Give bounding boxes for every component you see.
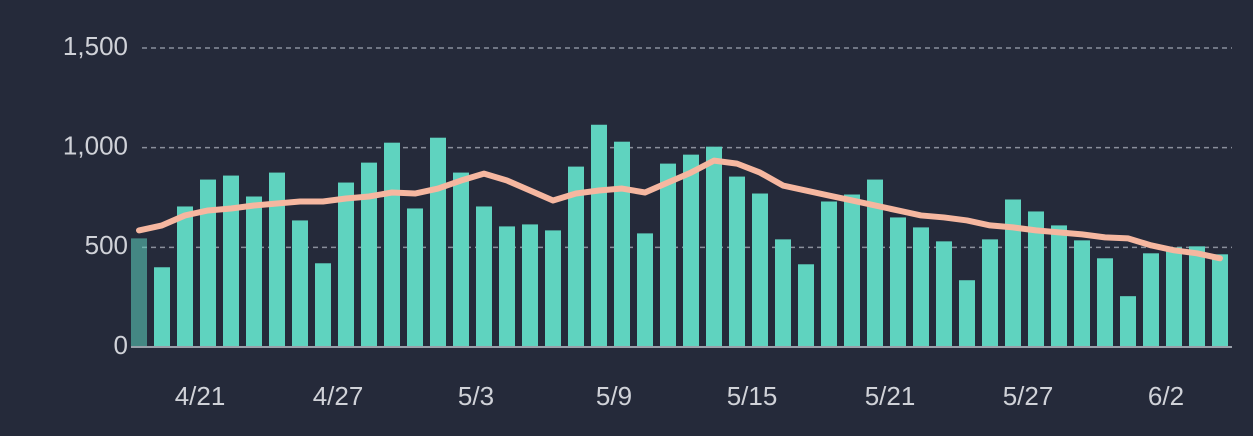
bar (591, 124, 607, 347)
bar (1143, 253, 1159, 347)
y-tick-label: 1,500 (63, 31, 128, 61)
y-tick-label: 500 (85, 230, 128, 260)
y-tick-label: 1,000 (63, 131, 128, 161)
bar (1212, 254, 1228, 347)
bar (338, 182, 354, 347)
bar (729, 176, 745, 347)
moving-average-line (136, 157, 1223, 262)
bar (1005, 199, 1021, 347)
bar (545, 230, 561, 347)
bar (614, 141, 630, 347)
bar (522, 224, 538, 347)
x-tick-label: 4/21 (175, 381, 226, 411)
bar (223, 175, 239, 347)
bar (1097, 258, 1113, 347)
bar (177, 206, 193, 347)
bar (1051, 225, 1067, 347)
bar (269, 172, 285, 347)
bar (1028, 211, 1044, 347)
x-tick-label: 4/27 (313, 381, 364, 411)
bar (821, 201, 837, 347)
bar (798, 264, 814, 347)
x-tick-label: 5/21 (865, 381, 916, 411)
bar (867, 179, 883, 347)
bar (200, 179, 216, 347)
bar (1189, 246, 1205, 347)
bar (660, 163, 676, 347)
bar (315, 263, 331, 347)
bar (430, 137, 446, 347)
bar (453, 172, 469, 347)
bar (752, 193, 768, 347)
bar (706, 146, 722, 347)
bar (361, 162, 377, 347)
bar (844, 194, 860, 347)
bar (384, 142, 400, 347)
bar (499, 226, 515, 347)
x-tick-label: 5/27 (1003, 381, 1054, 411)
bar (683, 154, 699, 347)
bar (936, 241, 952, 347)
bar (476, 206, 492, 347)
bar (292, 220, 308, 347)
bar (407, 208, 423, 347)
bar (1120, 296, 1136, 347)
x-tick-label: 5/3 (458, 381, 494, 411)
bar (1166, 247, 1182, 347)
bar (568, 166, 584, 347)
x-tick-label: 5/15 (727, 381, 778, 411)
bar (246, 196, 262, 347)
bar (913, 227, 929, 347)
x-tick-label: 5/9 (596, 381, 632, 411)
bar (959, 280, 975, 347)
bar (982, 239, 998, 347)
bar (154, 267, 170, 347)
bar (637, 233, 653, 347)
bar (131, 238, 147, 347)
y-tick-label: 0 (114, 330, 128, 360)
bar (1074, 240, 1090, 347)
bar (890, 217, 906, 347)
bar (775, 239, 791, 347)
x-tick-label: 6/2 (1148, 381, 1184, 411)
